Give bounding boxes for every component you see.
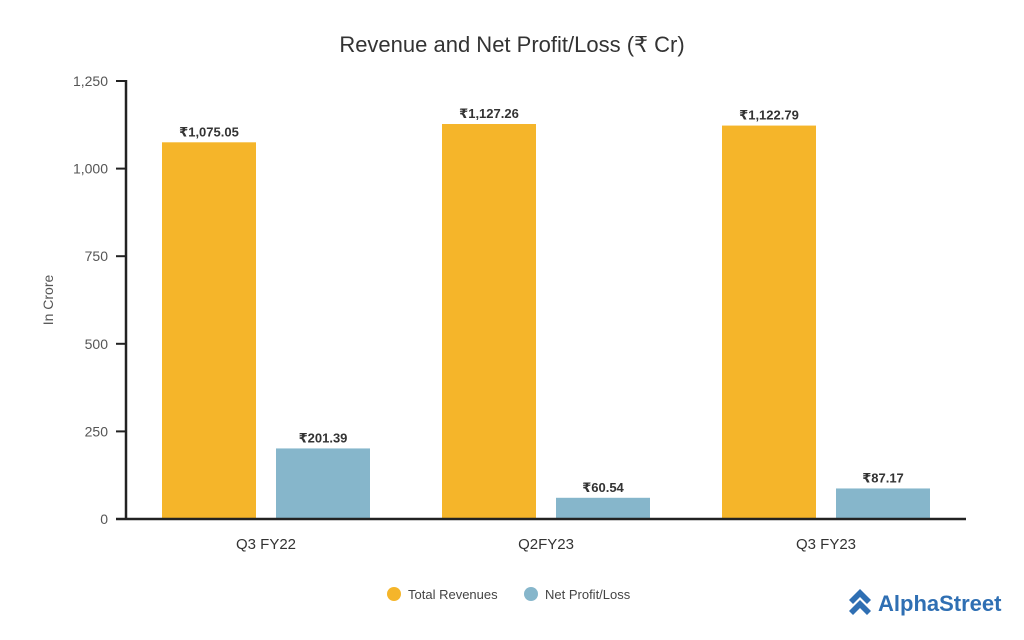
y-tick-label: 750 bbox=[85, 248, 109, 264]
y-axis-ticks: 0 250 500 750 1,000 1,250 bbox=[73, 73, 126, 527]
x-category-label: Q3 FY23 bbox=[796, 536, 856, 553]
alphastreet-logo-text: AlphaStreet bbox=[878, 591, 1002, 616]
bars bbox=[162, 124, 930, 520]
y-axis-label: In Crore bbox=[40, 275, 56, 326]
y-tick-label: 500 bbox=[85, 336, 109, 352]
data-label: ₹1,122.79 bbox=[739, 108, 799, 123]
alphastreet-logo: AlphaStreet bbox=[849, 589, 1002, 616]
bar-net-profit-loss bbox=[276, 448, 370, 519]
data-label: ₹60.54 bbox=[582, 480, 624, 495]
y-tick-label: 1,000 bbox=[73, 161, 108, 177]
bar-total-revenues bbox=[722, 125, 816, 519]
legend-marker-net-profit-loss bbox=[524, 587, 538, 601]
alphastreet-logo-icon bbox=[849, 589, 871, 615]
data-label: ₹201.39 bbox=[299, 430, 348, 445]
legend: Total Revenues Net Profit/Loss bbox=[387, 587, 631, 602]
data-label: ₹87.17 bbox=[862, 470, 904, 485]
y-tick-label: 0 bbox=[100, 511, 108, 527]
x-axis-category-labels: Q3 FY22 Q2FY23 Q3 FY23 bbox=[236, 536, 856, 553]
data-labels: ₹1,075.05 ₹201.39 ₹1,127.26 ₹60.54 ₹1,122.79… bbox=[179, 106, 904, 495]
bar-net-profit-loss bbox=[556, 497, 650, 519]
legend-label-net-profit-loss: Net Profit/Loss bbox=[545, 587, 631, 602]
legend-marker-total-revenues bbox=[387, 587, 401, 601]
y-tick-label: 1,250 bbox=[73, 73, 108, 89]
data-label: ₹1,075.05 bbox=[179, 124, 239, 139]
bar-net-profit-loss bbox=[836, 488, 930, 519]
data-label: ₹1,127.26 bbox=[459, 106, 519, 121]
legend-label-total-revenues: Total Revenues bbox=[408, 587, 498, 602]
y-tick-label: 250 bbox=[85, 423, 109, 439]
bar-total-revenues bbox=[442, 124, 536, 520]
bar-total-revenues bbox=[162, 142, 256, 519]
x-category-label: Q2FY23 bbox=[518, 536, 574, 553]
x-category-label: Q3 FY22 bbox=[236, 536, 296, 553]
chart-title: Revenue and Net Profit/Loss (₹ Cr) bbox=[339, 32, 684, 57]
